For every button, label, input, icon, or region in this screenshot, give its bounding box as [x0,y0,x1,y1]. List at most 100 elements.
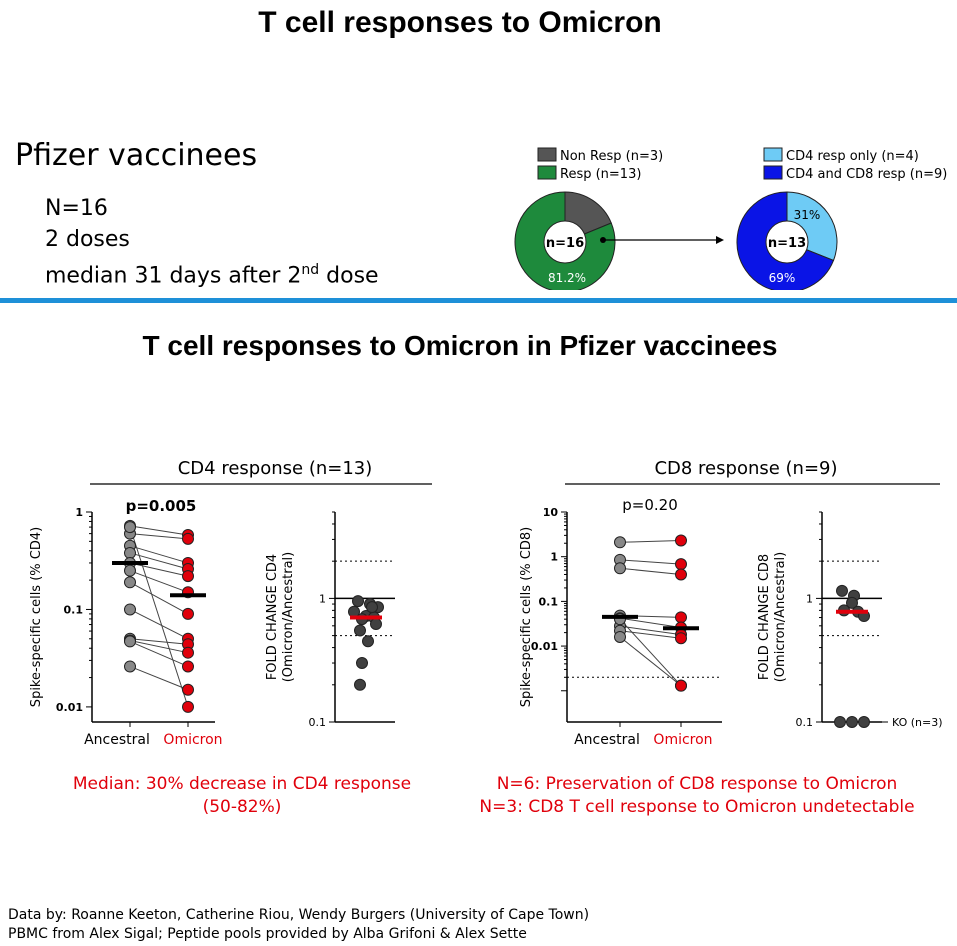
cd8-title: CD8 response (n=9) [654,458,837,479]
data-point [614,536,626,549]
data-point [354,678,366,691]
y-axis-label: (Omicron/Ancestral) [773,552,788,683]
cd8-summary-line1: N=6: Preservation of CD8 response to Omi… [496,774,898,794]
y-tick-label: 0.1 [539,595,559,608]
y-tick-label: 1 [319,592,326,605]
pair-line [129,562,189,577]
data-point [675,679,687,692]
data-point [354,624,366,637]
pair-line [129,570,189,593]
pair-line [129,526,189,708]
data-point [836,584,848,597]
pair-line [129,640,189,654]
pie-slice-label: 31% [794,208,821,222]
footer-sources: PBMC from Alex Sigal; Peptide pools prov… [8,926,527,942]
legend-nonresp: Non Resp (n=3) [560,149,663,164]
pair-line [129,581,189,615]
y-tick-label: 1 [806,592,813,605]
pair-line [129,533,189,540]
pie-slice-label: 81.2% [548,271,586,285]
y-tick-label: 0.01 [531,640,558,653]
data-point [675,632,687,645]
data-point [124,564,136,577]
data-point [846,596,858,609]
y-axis-label: Spike-specific cells (% CD8) [519,527,534,707]
data-point [675,534,687,547]
legend-swatch-resp [537,165,557,180]
pair-line [619,630,682,639]
data-point [182,683,194,696]
data-point [352,595,364,608]
legend-swatch-cd4cd8 [763,165,783,180]
cohort-timing: median 31 days after 2nd dose [45,255,379,291]
cd8-summary: N=6: Preservation of CD8 response to Omi… [462,773,932,819]
pair-line [619,618,682,687]
pair-line [129,545,189,564]
data-point [124,635,136,648]
cohort-timing-post: dose [319,263,379,289]
data-point [858,716,870,728]
y-tick-label: 0.1 [796,716,814,729]
p-value: p=0.005 [126,497,197,515]
data-point [366,601,378,614]
pie-hole [765,220,809,264]
arrow-head [716,236,724,244]
page-title: T cell responses to Omicron [258,6,662,39]
response-plots: CD4 response (n=13) CD8 response (n=9) 1… [29,458,943,748]
data-point [124,546,136,559]
pie-chart-all: n=16 81.2% [514,191,616,290]
pair-line [129,640,189,667]
cd4-summary: Median: 30% decrease in CD4 response (50… [40,773,444,819]
y-tick-label: 1 [550,551,558,564]
pair-line [619,567,682,575]
y-axis-label: FOLD CHANGE CD4 [265,554,280,680]
cd4-summary-line1: Median: 30% decrease in CD4 response [72,774,412,794]
data-point [124,660,136,673]
pie-slice [514,191,616,290]
cohort-timing-sup: nd [301,262,320,278]
x-tick-label: Omicron [163,732,222,748]
data-point [124,603,136,616]
legend-swatch-nonresp [537,147,557,162]
pair-line [619,625,682,636]
y-axis-label: FOLD CHANGE CD8 [757,554,772,680]
pie-charts: Non Resp (n=3) Resp (n=13) CD4 resp only… [514,147,947,290]
data-point [614,562,626,575]
pair-line [619,540,682,543]
data-point [182,700,194,713]
cohort-title: Pfizer vaccinees [15,138,258,173]
y-tick-label: 10 [543,506,559,519]
legend-cd4cd8: CD4 and CD8 resp (n=9) [786,167,947,182]
y-axis-label: (Omicron/Ancestral) [281,552,296,683]
cohort-n: N=16 [45,196,108,221]
data-point [356,657,368,670]
y-tick-label: 0.1 [309,716,327,729]
pair-line [129,525,189,536]
x-tick-label: Ancestral [84,732,150,748]
x-tick-label: Omicron [653,732,712,748]
data-point [675,558,687,571]
dot-plots: 1 0.1 0.01 Spike-specific cells (% CD4) Ance… [29,496,943,748]
data-point [675,568,687,581]
data-point [182,660,194,673]
pie-center-label: n=16 [546,236,584,251]
legend-cd4only: CD4 resp only (n=4) [786,149,919,164]
legend-resp: Resp (n=13) [560,167,641,182]
data-point [370,618,382,631]
data-point [182,646,194,659]
cd4-summary-line2: (50-82%) [202,797,282,817]
pie-hole [543,220,587,264]
pie-center-label: n=13 [768,236,806,251]
pair-line [619,617,682,629]
pair-line [619,559,682,565]
data-point [182,532,194,545]
legend-swatch-cd4only [763,147,783,162]
data-point [834,716,846,728]
cd8-summary-line2: N=3: CD8 T cell response to Omicron unde… [479,797,915,817]
data-point [675,611,687,624]
data-point [614,630,626,643]
section-title: T cell responses to Omicron in Pfizer va… [142,330,778,361]
y-tick-label: 1 [75,506,83,519]
x-tick-label: Ancestral [574,732,640,748]
data-point [846,716,858,728]
